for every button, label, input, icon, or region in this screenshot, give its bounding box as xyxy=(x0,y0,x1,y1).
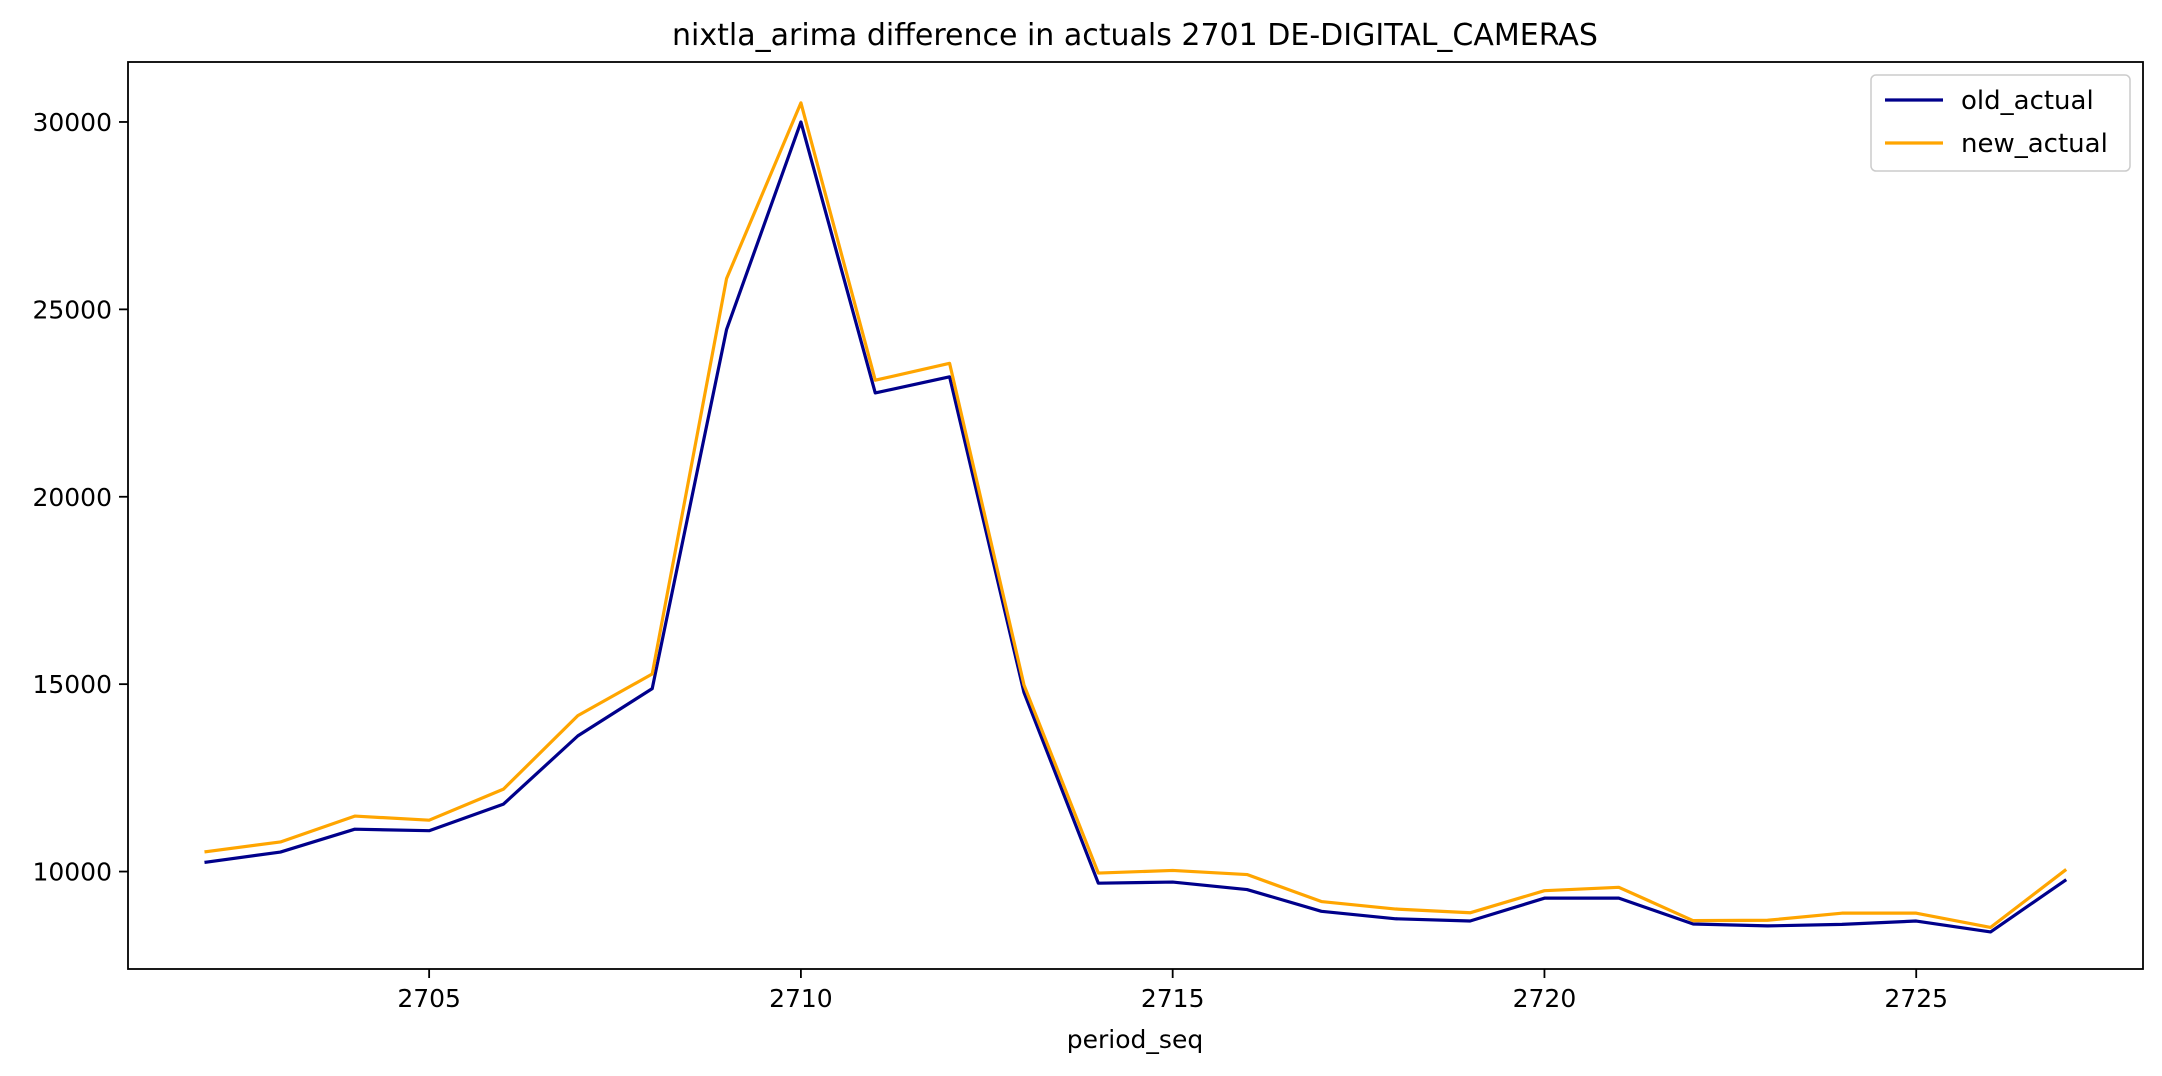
y-tick-label-30000: 30000 xyxy=(32,108,112,137)
x-axis-label: period_seq xyxy=(1067,1025,1203,1054)
series-line-old-actual xyxy=(204,120,2068,934)
x-tick-label-2705: 2705 xyxy=(397,984,461,1013)
legend-label-new-actual: new_actual xyxy=(1961,129,2108,159)
y-axis: 10000 15000 20000 25000 30000 xyxy=(32,108,128,887)
y-tick-label-15000: 15000 xyxy=(32,670,112,699)
x-tick-label-2715: 2715 xyxy=(1141,984,1205,1013)
plot-area-frame xyxy=(127,61,2144,970)
series-layer xyxy=(204,101,2068,934)
series-line-new-actual xyxy=(204,101,2068,930)
y-tick-label-10000: 10000 xyxy=(32,858,112,887)
y-tick-label-25000: 25000 xyxy=(32,295,112,324)
chart-title: nixtla_arima difference in actuals 2701 … xyxy=(672,18,1598,53)
legend-label-old-actual: old_actual xyxy=(1961,86,2094,116)
x-tick-label-2725: 2725 xyxy=(1884,984,1948,1013)
x-tick-label-2720: 2720 xyxy=(1513,984,1577,1013)
legend: old_actual new_actual xyxy=(1870,74,2131,172)
x-axis: 2705 2710 2715 2720 2725 xyxy=(397,969,1948,1013)
x-tick-label-2710: 2710 xyxy=(769,984,833,1013)
y-tick-label-20000: 20000 xyxy=(32,483,112,512)
